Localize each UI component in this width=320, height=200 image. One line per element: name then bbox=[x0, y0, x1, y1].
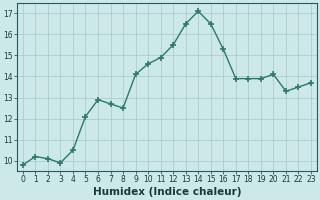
X-axis label: Humidex (Indice chaleur): Humidex (Indice chaleur) bbox=[93, 187, 241, 197]
